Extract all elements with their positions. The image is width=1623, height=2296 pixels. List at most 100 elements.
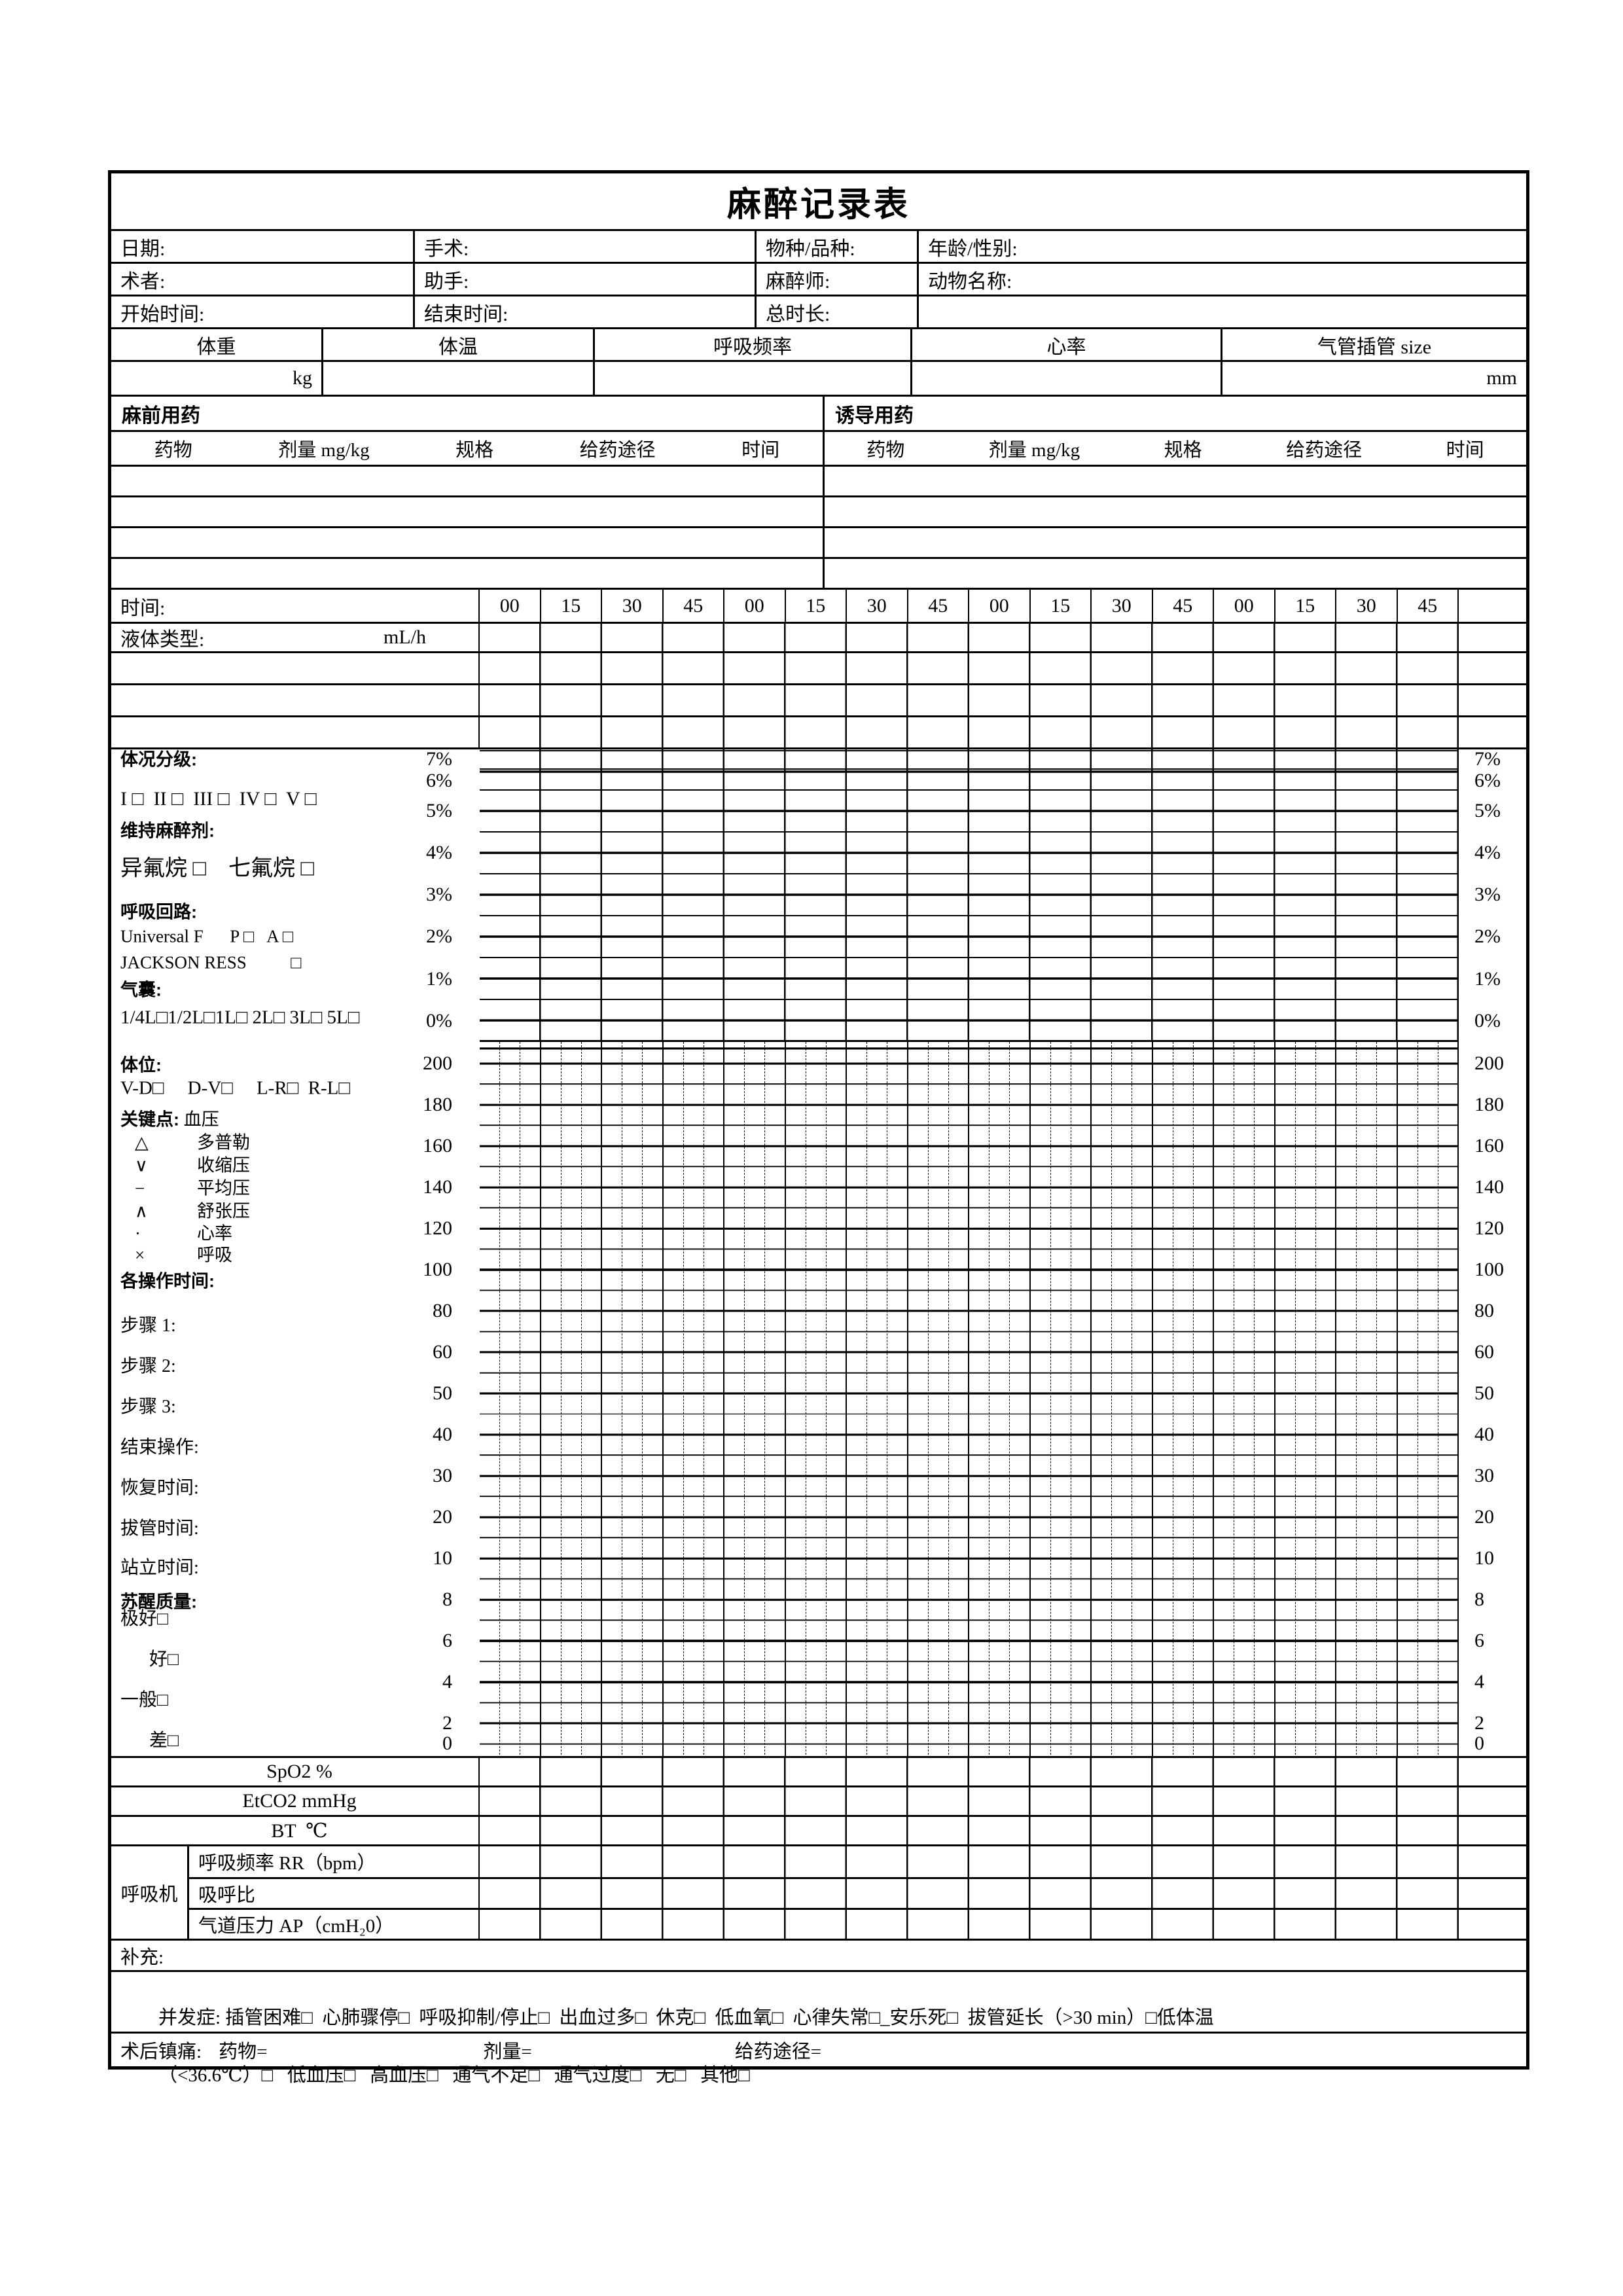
time-slot[interactable]: 30 <box>1336 590 1398 622</box>
plot-column[interactable] <box>602 1042 664 1758</box>
total-duration-field[interactable]: 总时长: <box>755 296 917 327</box>
complications-line-2[interactable]: （<36.6℃）□ 低血压□ 高血压□ 通气不足□ 通气过度□ 无□ 其他□ <box>158 2065 750 2086</box>
fluid-end-cell[interactable] <box>1459 624 1526 651</box>
end-time-field[interactable]: 结束时间: <box>413 296 755 327</box>
plot-column[interactable] <box>1153 1042 1214 1758</box>
spo2-end[interactable] <box>1459 1758 1526 1785</box>
time-end-cell[interactable] <box>1459 590 1526 622</box>
operation-time-field[interactable]: 步骤 2: <box>120 1356 176 1376</box>
plot-column[interactable] <box>1336 1042 1398 1758</box>
operation-time-field[interactable]: 恢复时间: <box>120 1478 199 1498</box>
etco2-grid[interactable] <box>480 1787 1459 1815</box>
tube-size-input[interactable]: mm <box>1221 362 1526 395</box>
species-field[interactable]: 物种/品种: <box>755 231 917 262</box>
temp-input[interactable] <box>321 362 593 395</box>
plot-column[interactable] <box>1275 1042 1336 1758</box>
induction-entry-4[interactable] <box>823 559 1526 588</box>
premed-entry-4[interactable] <box>111 559 823 588</box>
operation-time-field[interactable]: 步骤 3: <box>120 1397 176 1417</box>
time-slot[interactable]: 30 <box>1092 590 1153 622</box>
time-slot[interactable]: 00 <box>1214 590 1275 622</box>
position-checkboxes[interactable]: V-D□ D-V□ L-R□ R-L□ <box>120 1077 350 1099</box>
ventilator-ap-grid[interactable] <box>480 1909 1459 1939</box>
operation-time-field[interactable]: 结束操作: <box>120 1437 199 1458</box>
circuit-universal-checkboxes[interactable]: Universal F P □ A □ <box>120 926 294 946</box>
postop-drug-field[interactable]: 药物= <box>219 2041 268 2062</box>
plot-column[interactable] <box>1092 1042 1153 1758</box>
assistant-field[interactable]: 助手: <box>413 264 755 295</box>
plot-column[interactable] <box>969 1042 1031 1758</box>
time-slot[interactable]: 00 <box>480 590 541 622</box>
ventilator-ie-end[interactable] <box>1459 1879 1526 1908</box>
time-slot[interactable]: 30 <box>602 590 664 622</box>
postop-analgesia-fields[interactable]: 术后镇痛: 药物= 剂量= 给药途径= <box>111 2034 1526 2066</box>
anesthetist-field[interactable]: 麻醉师: <box>755 264 917 295</box>
induction-entry-1[interactable] <box>823 467 1526 495</box>
plot-column[interactable] <box>1031 1042 1092 1758</box>
plot-column[interactable] <box>664 1042 724 1758</box>
ventilator-rr-grid[interactable] <box>480 1846 1459 1877</box>
time-slot[interactable]: 15 <box>541 590 602 622</box>
bag-size-checkboxes[interactable]: 1/4L□1/2L□1L□ 2L□ 3L□ 5L□ <box>120 1007 360 1028</box>
infusion-label-1[interactable] <box>111 653 480 683</box>
operation-time-field[interactable]: 步骤 1: <box>120 1316 176 1336</box>
time-slot[interactable]: 45 <box>664 590 724 622</box>
operation-time-field[interactable]: 站立时间: <box>120 1558 199 1578</box>
vitals-plot-grid[interactable] <box>480 1042 1459 1758</box>
plot-column[interactable] <box>1398 1042 1459 1758</box>
vaporizer-percent-grid[interactable] <box>480 749 1459 1042</box>
bt-grid[interactable] <box>480 1817 1459 1844</box>
supplement-field[interactable]: 补充: <box>120 1946 164 1968</box>
recovery-quality-checkbox[interactable]: 一般□ <box>120 1690 168 1710</box>
premed-entry-1[interactable] <box>111 467 823 495</box>
time-slot[interactable]: 15 <box>1031 590 1092 622</box>
infusion-end-2[interactable] <box>1459 685 1526 715</box>
condition-grade-checkboxes[interactable]: I □ II □ III □ IV □ V □ <box>120 788 317 810</box>
plot-column[interactable] <box>1214 1042 1275 1758</box>
plot-column[interactable] <box>724 1042 786 1758</box>
fluid-type-label[interactable]: 液体类型: <box>120 629 205 651</box>
ventilator-rr-end[interactable] <box>1459 1846 1526 1877</box>
time-slot[interactable]: 30 <box>847 590 908 622</box>
infusion-label-3[interactable] <box>111 717 480 747</box>
date-field[interactable]: 日期: <box>120 238 166 260</box>
start-time-field[interactable]: 开始时间: <box>120 303 205 325</box>
plot-column[interactable] <box>908 1042 969 1758</box>
circuit-jackson-checkbox[interactable]: JACKSON RESS □ <box>120 952 302 973</box>
infusion-grid-2[interactable] <box>480 685 1459 715</box>
premed-entry-2[interactable] <box>111 497 823 526</box>
fluid-grid-cells[interactable] <box>480 624 1459 651</box>
spo2-grid[interactable] <box>480 1758 1459 1785</box>
induction-entry-3[interactable] <box>823 528 1526 557</box>
surgery-field[interactable]: 手术: <box>413 231 755 262</box>
time-slot[interactable]: 45 <box>908 590 969 622</box>
complications-line-1[interactable]: 并发症: 插管困难□ 心肺骤停□ 呼吸抑制/停止□ 出血过多□ 休克□ 低血氧□… <box>158 2007 1214 2028</box>
hr-input[interactable] <box>910 362 1221 395</box>
recovery-quality-checkbox[interactable]: 差□ <box>149 1731 179 1751</box>
ventilator-ap-end[interactable] <box>1459 1910 1526 1939</box>
time-slot[interactable]: 00 <box>724 590 786 622</box>
info-row-3-blank[interactable] <box>917 296 1526 327</box>
time-slot[interactable]: 15 <box>1275 590 1336 622</box>
time-slot[interactable]: 15 <box>786 590 847 622</box>
postop-dose-field[interactable]: 剂量= <box>483 2041 532 2062</box>
recovery-quality-checkbox[interactable]: 极好□ <box>120 1609 168 1629</box>
bt-end[interactable] <box>1459 1817 1526 1844</box>
plot-column[interactable] <box>541 1042 602 1758</box>
rr-input[interactable] <box>593 362 910 395</box>
complications-checkboxes[interactable]: 并发症: 插管困难□ 心肺骤停□ 呼吸抑制/停止□ 出血过多□ 休克□ 低血氧□… <box>111 1972 1214 2086</box>
induction-entry-2[interactable] <box>823 497 1526 526</box>
infusion-end-3[interactable] <box>1459 717 1526 747</box>
premed-entry-3[interactable] <box>111 528 823 557</box>
infusion-grid-3[interactable] <box>480 717 1459 747</box>
plot-column[interactable] <box>480 1042 541 1758</box>
ventilator-ie-grid[interactable] <box>480 1878 1459 1908</box>
infusion-grid-1[interactable] <box>480 653 1459 683</box>
weight-input[interactable]: kg <box>293 367 312 389</box>
time-slot[interactable]: 45 <box>1153 590 1214 622</box>
postop-route-field[interactable]: 给药途径= <box>734 2041 822 2062</box>
surgeon-field[interactable]: 术者: <box>120 270 166 293</box>
recovery-quality-checkbox[interactable]: 好□ <box>149 1649 179 1670</box>
plot-column[interactable] <box>847 1042 908 1758</box>
time-slot[interactable]: 45 <box>1398 590 1459 622</box>
